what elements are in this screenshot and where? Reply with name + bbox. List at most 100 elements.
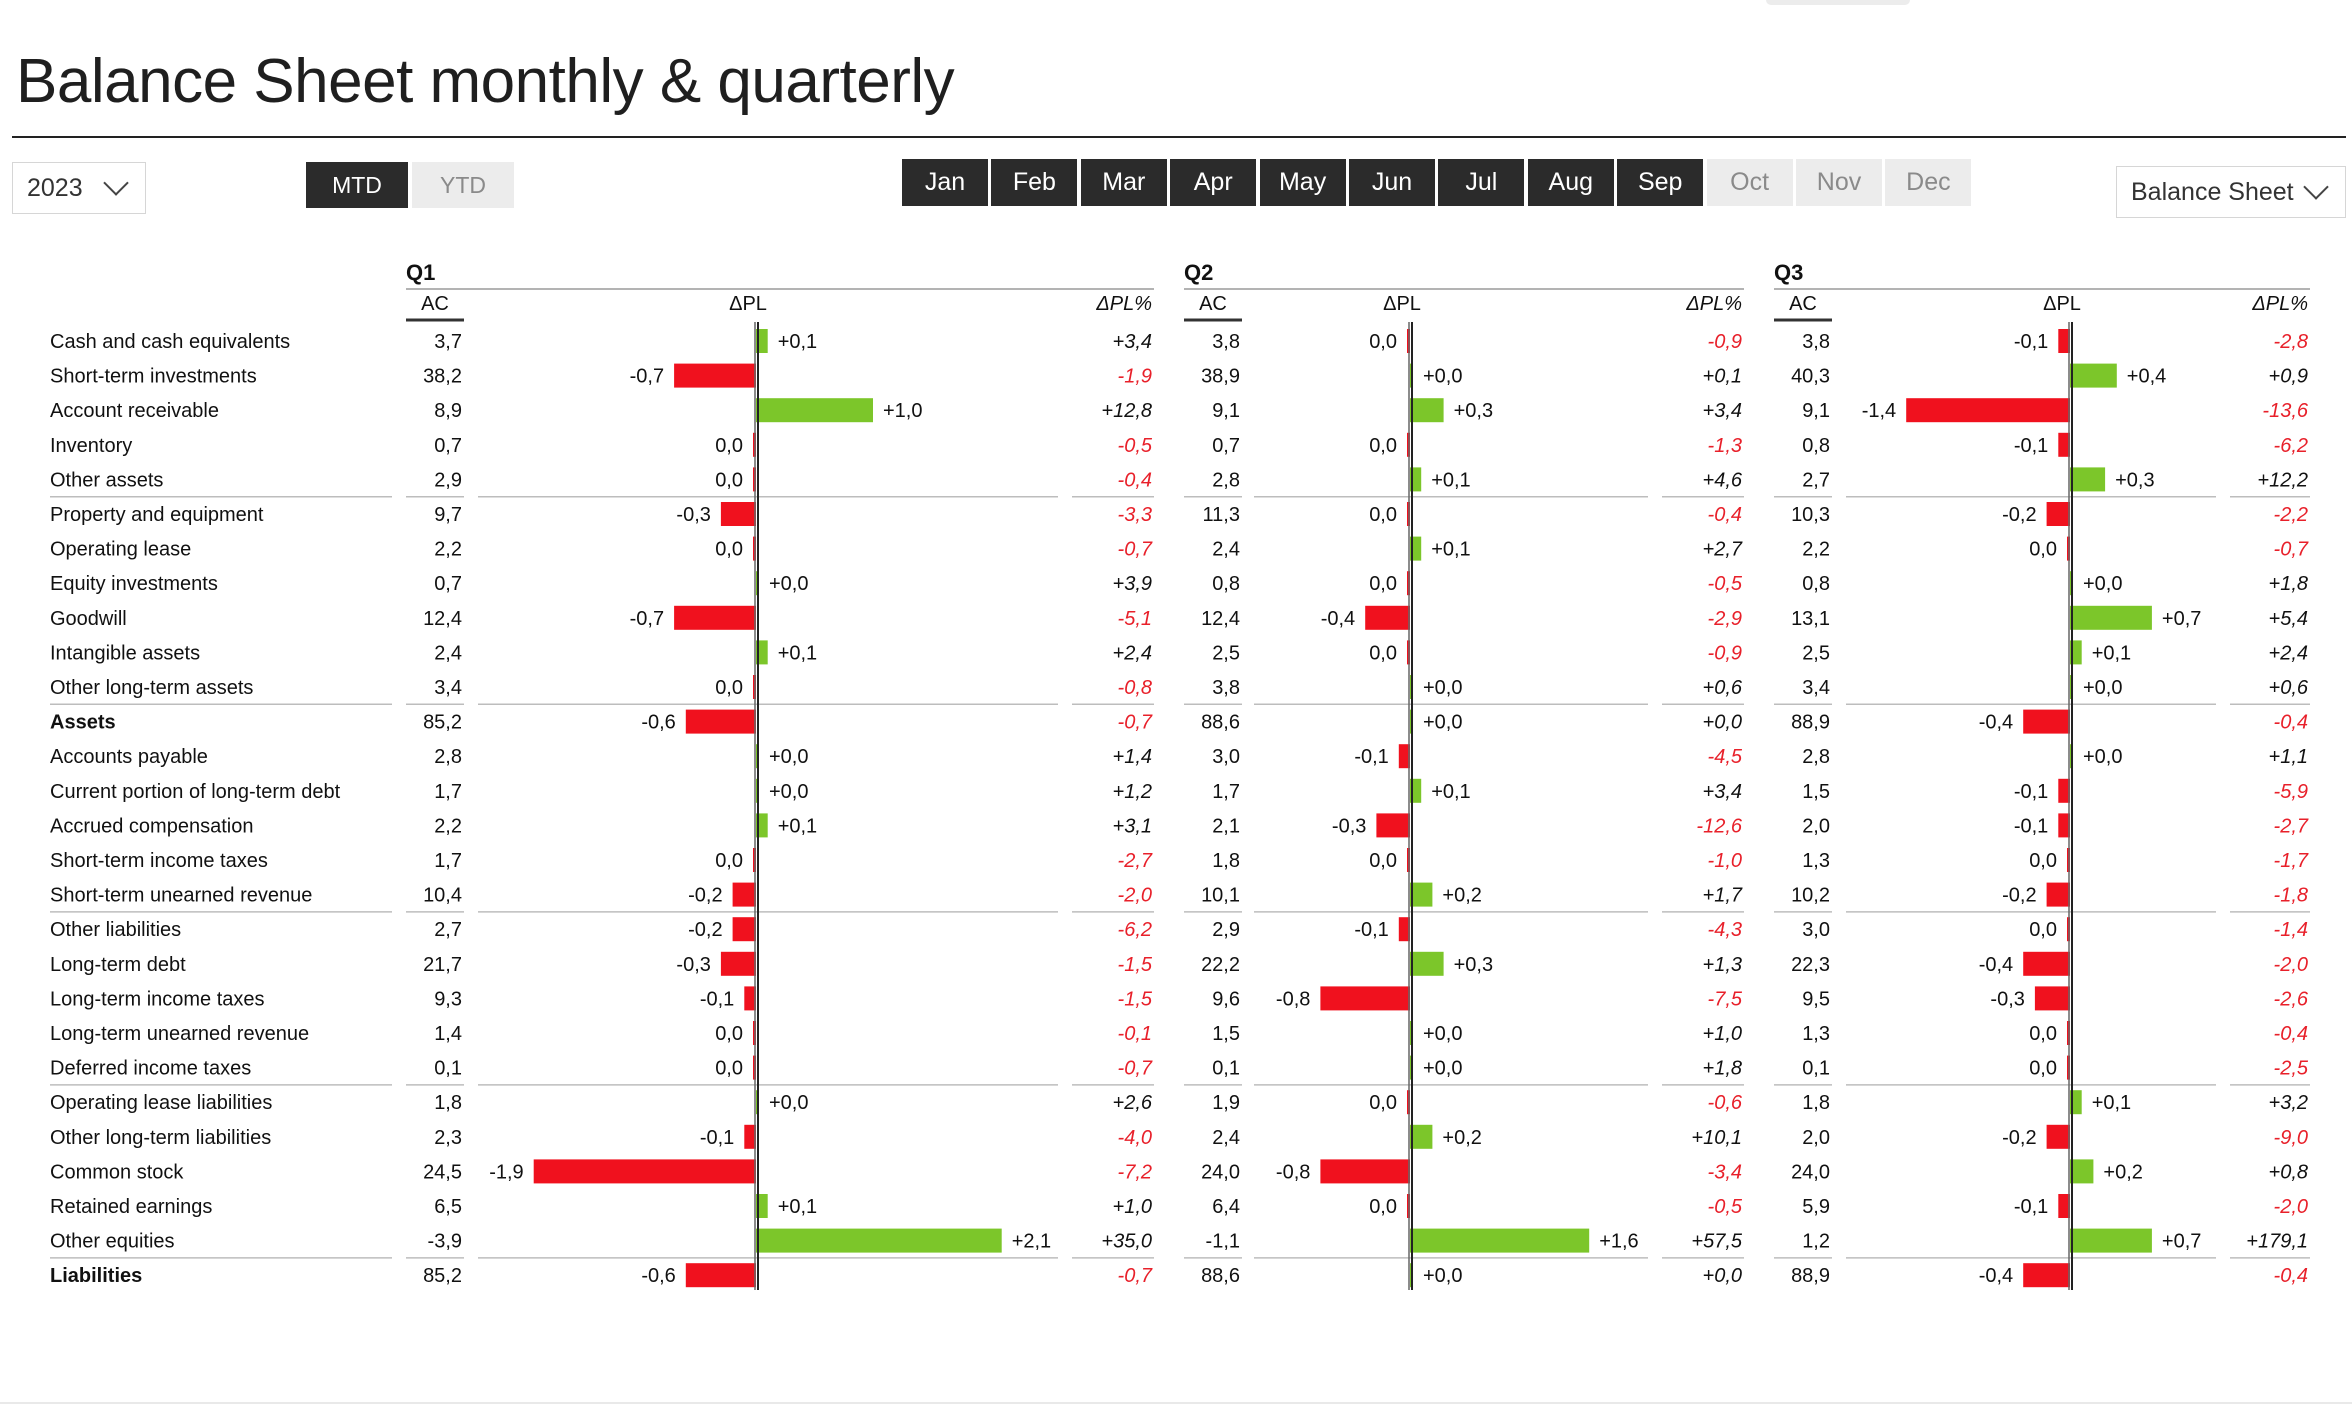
delta-bar: [2023, 951, 2070, 976]
delta-bar: [756, 1194, 768, 1218]
delta-percent: -2,5: [2274, 1058, 2309, 1080]
row-label: Other long-term liabilities: [50, 1127, 271, 1149]
report-dropdown[interactable]: Balance Sheet: [2116, 166, 2346, 218]
ac-value: 1,9: [1212, 1092, 1240, 1114]
delta-bar: [674, 363, 756, 388]
delta-label: +0,1: [1431, 781, 1470, 803]
delta-percent: +1,8: [1703, 1058, 1742, 1080]
delta-label: +0,1: [778, 642, 817, 664]
ac-value: 2,4: [434, 642, 462, 664]
delta-label: +0,0: [769, 746, 808, 768]
delta-label: -0,1: [2014, 815, 2048, 837]
delta-percent: -0,4: [2274, 712, 2308, 734]
delta-percent: -1,4: [2274, 919, 2308, 941]
ac-value: 11,3: [1203, 504, 1240, 526]
ac-value: 2,4: [1212, 539, 1240, 561]
delta-label: +0,1: [778, 331, 817, 353]
delta-label: -0,4: [1979, 1265, 2013, 1287]
delta-percent: -5,9: [2274, 781, 2308, 803]
month-button-jul[interactable]: Jul: [1438, 159, 1525, 206]
delta-label: +1,6: [1599, 1231, 1638, 1253]
row-label: Operating lease: [50, 539, 191, 561]
delta-percent: +2,7: [1703, 539, 1743, 561]
delta-percent: +3,9: [1113, 573, 1152, 595]
ac-value: 2,8: [1802, 746, 1830, 768]
delta-label: -0,2: [2002, 885, 2036, 907]
ac-value: 2,0: [1802, 815, 1830, 837]
ac-value: 8,9: [434, 400, 462, 422]
delta-percent: -2,8: [2274, 331, 2308, 353]
delta-percent: -0,5: [1708, 1196, 1743, 1218]
ac-value: 2,1: [1212, 815, 1240, 837]
ac-value: 12,4: [1201, 608, 1240, 630]
delta-label: 0,0: [2029, 539, 2057, 561]
delta-percent: -7,5: [1708, 988, 1743, 1010]
delta-label: -0,4: [1979, 954, 2013, 976]
row-label: Property and equipment: [50, 504, 264, 526]
row-label: Account receivable: [50, 400, 219, 422]
delta-label: -1,4: [1862, 400, 1896, 422]
delta-percent: -3,3: [1118, 504, 1152, 526]
delta-label: -0,7: [630, 366, 664, 388]
delta-label: -0,1: [1354, 919, 1388, 941]
ac-value: 0,7: [434, 573, 462, 595]
month-button-jun[interactable]: Jun: [1349, 159, 1435, 206]
delta-percent: +4,6: [1703, 469, 1743, 491]
month-button-may[interactable]: May: [1259, 159, 1346, 206]
month-button-sep[interactable]: Sep: [1617, 159, 1704, 206]
ac-value: 88,6: [1201, 712, 1240, 734]
delta-percent: -12,6: [1696, 815, 1742, 837]
year-dropdown[interactable]: 2023: [12, 162, 146, 214]
delta-percent: +35,0: [1101, 1231, 1152, 1253]
delta-label: +0,3: [1454, 954, 1493, 976]
delta-label: 0,0: [715, 539, 743, 561]
delta-percent: -1,8: [2274, 885, 2308, 907]
month-button-dec[interactable]: Dec: [1885, 159, 1972, 206]
delta-label: +0,0: [769, 781, 808, 803]
ac-value: 0,8: [1802, 435, 1830, 457]
ac-value: 1,2: [1802, 1231, 1830, 1253]
month-button-apr[interactable]: Apr: [1170, 159, 1257, 206]
mtd-toggle-button[interactable]: MTD: [306, 162, 408, 208]
month-button-nov[interactable]: Nov: [1796, 159, 1882, 206]
title-divider: [12, 136, 2346, 138]
month-button-jan[interactable]: Jan: [902, 159, 988, 206]
row-label: Other long-term assets: [50, 677, 253, 699]
delta-percent: -1,5: [1118, 954, 1153, 976]
month-button-oct[interactable]: Oct: [1706, 159, 1793, 206]
month-button-mar[interactable]: Mar: [1080, 159, 1167, 206]
delta-percent: +1,2: [1113, 781, 1152, 803]
delta-bar: [2070, 640, 2082, 665]
ac-value: 2,2: [434, 815, 462, 837]
ac-value: 3,8: [1802, 331, 1830, 353]
delta-label: +0,2: [1442, 885, 1481, 907]
ytd-toggle-button[interactable]: YTD: [412, 162, 514, 208]
ac-value: 3,8: [1212, 331, 1240, 353]
row-label: Long-term unearned revenue: [50, 1023, 309, 1045]
row-label: Accounts payable: [50, 746, 208, 768]
ac-value: 2,8: [1212, 469, 1240, 491]
delta-percent: +57,5: [1691, 1231, 1742, 1253]
delta-bar: [1410, 536, 1422, 561]
delta-percent: +0,0: [1703, 712, 1742, 734]
delta-percent: +1,0: [1703, 1023, 1742, 1045]
delta-percent: +1,3: [1703, 954, 1742, 976]
delta-label: +0,1: [1431, 539, 1470, 561]
page-title: Balance Sheet monthly & quarterly: [16, 47, 955, 116]
delta-percent: -5,1: [1118, 608, 1152, 630]
bottom-divider: [0, 1402, 2352, 1404]
delta-percent: +3,4: [1703, 781, 1742, 803]
month-button-aug[interactable]: Aug: [1527, 159, 1614, 206]
row-label: Long-term income taxes: [50, 988, 265, 1010]
month-button-feb[interactable]: Feb: [991, 159, 1078, 206]
delta-bar: [1410, 1228, 1590, 1253]
delta-bar: [685, 1263, 756, 1288]
delta-bar: [1365, 605, 1410, 630]
delta-bar: [1410, 778, 1422, 803]
delta-label: +0,0: [1423, 1023, 1462, 1045]
delta-label: +0,0: [1423, 1265, 1462, 1287]
delta-percent: -0,5: [1118, 435, 1153, 457]
delta-percent: -6,2: [1118, 919, 1152, 941]
delta-percent: +0,8: [2269, 1161, 2308, 1183]
delta-label: +0,0: [1423, 712, 1462, 734]
